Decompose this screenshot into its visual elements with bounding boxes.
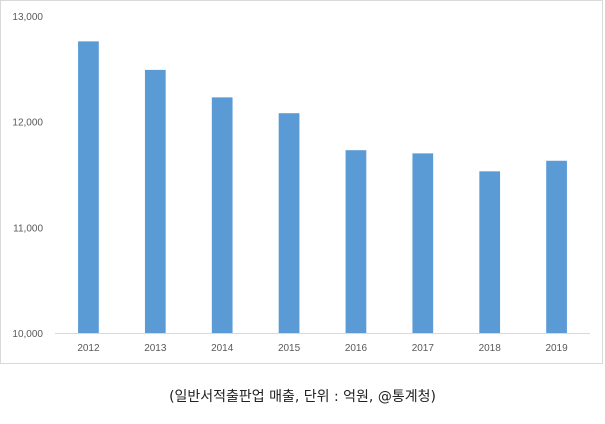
- x-tick-label: 2013: [144, 343, 167, 354]
- bar-2014: [211, 97, 233, 333]
- x-tick-label: 2017: [412, 343, 435, 354]
- y-tick-label: 13,000: [12, 12, 43, 23]
- bar-2019: [546, 160, 567, 333]
- x-tick-label: 2015: [278, 343, 301, 354]
- bar-2017: [412, 153, 434, 333]
- x-tick-label: 2012: [77, 343, 100, 354]
- bar-2016: [345, 150, 367, 333]
- x-tick-label: 2014: [211, 343, 234, 354]
- bars-group: [78, 41, 567, 334]
- y-axis-ticks: 10,000 11,000 12,000 13,000: [12, 12, 43, 340]
- chart-frame: [0, 0, 603, 364]
- y-tick-label: 10,000: [12, 329, 43, 340]
- x-axis-ticks: 2012 2013 2014 2015 2016 2017 2018 2019: [77, 343, 568, 354]
- bar-2013: [144, 69, 166, 333]
- y-tick-label: 12,000: [12, 118, 43, 129]
- x-tick-label: 2016: [345, 343, 368, 354]
- chart-caption: (일반서적출판업 매출, 단위 : 억원, @통계청): [169, 389, 436, 405]
- bar-2018: [479, 171, 501, 333]
- bar-2015: [278, 113, 300, 333]
- x-tick-label: 2019: [545, 343, 568, 354]
- bar-2012: [78, 41, 99, 334]
- x-tick-label: 2018: [479, 343, 502, 354]
- y-tick-label: 11,000: [13, 223, 43, 234]
